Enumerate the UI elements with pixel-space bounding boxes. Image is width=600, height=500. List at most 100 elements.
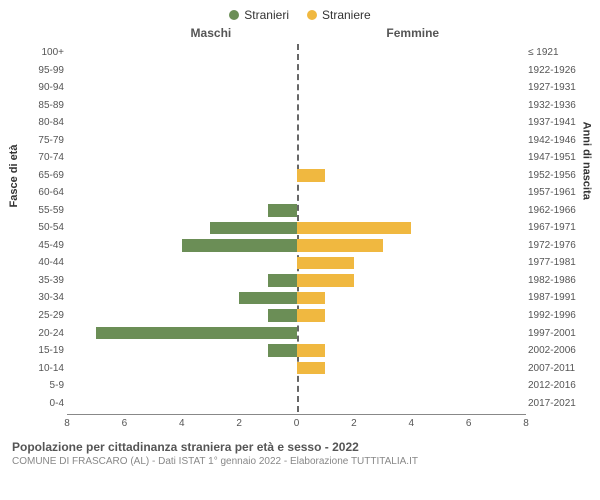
bar-area <box>67 254 526 272</box>
caption: Popolazione per cittadinanza straniera p… <box>12 440 588 467</box>
birth-year-label: 1937-1941 <box>528 117 584 128</box>
birth-year-label: 1982-1986 <box>528 275 584 286</box>
age-row: 55-591962-1966 <box>67 202 526 220</box>
birth-year-label: 1942-1946 <box>528 135 584 146</box>
bar-male <box>182 239 297 252</box>
x-tick: 6 <box>466 418 472 429</box>
bar-area <box>67 342 526 360</box>
age-row: 60-641957-1961 <box>67 184 526 202</box>
birth-year-label: 1972-1976 <box>528 240 584 251</box>
age-label: 25-29 <box>22 310 64 321</box>
age-label: 10-14 <box>22 363 64 374</box>
bar-area <box>67 394 526 412</box>
age-row: 90-941927-1931 <box>67 79 526 97</box>
legend-swatch <box>229 10 239 20</box>
age-row: 15-192002-2006 <box>67 342 526 360</box>
age-label: 50-54 <box>22 222 64 233</box>
x-axis: 864202468 <box>67 414 526 434</box>
birth-year-label: 1977-1981 <box>528 257 584 268</box>
age-label: 75-79 <box>22 135 64 146</box>
bar-male <box>239 292 296 305</box>
bar-male <box>268 344 297 357</box>
bar-area <box>67 44 526 62</box>
age-label: 80-84 <box>22 117 64 128</box>
x-tick: 2 <box>236 418 242 429</box>
x-tick: 8 <box>523 418 529 429</box>
bar-male <box>268 309 297 322</box>
bar-female <box>297 309 326 322</box>
bar-area <box>67 132 526 150</box>
age-label: 65-69 <box>22 170 64 181</box>
bar-area <box>67 79 526 97</box>
age-row: 85-891932-1936 <box>67 97 526 115</box>
population-pyramid-chart: StranieriStraniere Maschi Femmine Fasce … <box>0 0 600 500</box>
age-row: 25-291992-1996 <box>67 307 526 325</box>
bar-area <box>67 219 526 237</box>
bar-female <box>297 344 326 357</box>
bar-area <box>67 97 526 115</box>
bar-area <box>67 184 526 202</box>
age-row: 50-541967-1971 <box>67 219 526 237</box>
bar-area <box>67 377 526 395</box>
birth-year-label: 1967-1971 <box>528 222 584 233</box>
age-row: 70-741947-1951 <box>67 149 526 167</box>
bar-area <box>67 289 526 307</box>
age-label: 70-74 <box>22 152 64 163</box>
age-row: 65-691952-1956 <box>67 167 526 185</box>
birth-year-label: 2012-2016 <box>528 380 584 391</box>
x-tick: 4 <box>408 418 414 429</box>
birth-year-label: 1927-1931 <box>528 82 584 93</box>
birth-year-label: 1932-1936 <box>528 100 584 111</box>
age-label: 60-64 <box>22 187 64 198</box>
birth-year-label: 1997-2001 <box>528 328 584 339</box>
bar-female <box>297 257 354 270</box>
age-label: 55-59 <box>22 205 64 216</box>
birth-year-label: 1992-1996 <box>528 310 584 321</box>
legend-swatch <box>307 10 317 20</box>
bar-male <box>268 204 297 217</box>
column-headers: Maschi Femmine <box>12 26 588 42</box>
birth-year-label: 2002-2006 <box>528 345 584 356</box>
x-tick: 0 <box>294 418 300 429</box>
bar-female <box>297 222 412 235</box>
age-label: 15-19 <box>22 345 64 356</box>
birth-year-label: 1952-1956 <box>528 170 584 181</box>
age-label: 90-94 <box>22 82 64 93</box>
bar-area <box>67 167 526 185</box>
legend-label: Straniere <box>322 8 371 22</box>
birth-year-label: ≤ 1921 <box>528 47 584 58</box>
birth-year-label: 1957-1961 <box>528 187 584 198</box>
bar-area <box>67 62 526 80</box>
bar-female <box>297 362 326 375</box>
age-label: 20-24 <box>22 328 64 339</box>
chart-title: Popolazione per cittadinanza straniera p… <box>12 440 588 454</box>
age-row: 80-841937-1941 <box>67 114 526 132</box>
x-tick: 4 <box>179 418 185 429</box>
bar-female <box>297 274 354 287</box>
age-label: 95-99 <box>22 65 64 76</box>
birth-year-label: 1922-1926 <box>528 65 584 76</box>
bar-area <box>67 202 526 220</box>
bar-area <box>67 114 526 132</box>
males-header: Maschi <box>191 26 232 40</box>
bar-female <box>297 292 326 305</box>
x-tick: 2 <box>351 418 357 429</box>
age-label: 45-49 <box>22 240 64 251</box>
bar-area <box>67 307 526 325</box>
age-row: 10-142007-2011 <box>67 359 526 377</box>
birth-year-label: 1987-1991 <box>528 292 584 303</box>
age-label: 5-9 <box>22 380 64 391</box>
age-label: 35-39 <box>22 275 64 286</box>
age-row: 95-991922-1926 <box>67 62 526 80</box>
y-axis-left-title: Fasce di età <box>8 145 20 208</box>
x-tick: 6 <box>122 418 128 429</box>
age-row: 45-491972-1976 <box>67 237 526 255</box>
birth-year-label: 1962-1966 <box>528 205 584 216</box>
females-header: Femmine <box>386 26 439 40</box>
birth-year-label: 1947-1951 <box>528 152 584 163</box>
bar-area <box>67 324 526 342</box>
age-row: 20-241997-2001 <box>67 324 526 342</box>
age-label: 85-89 <box>22 100 64 111</box>
bar-male <box>268 274 297 287</box>
bar-area <box>67 359 526 377</box>
